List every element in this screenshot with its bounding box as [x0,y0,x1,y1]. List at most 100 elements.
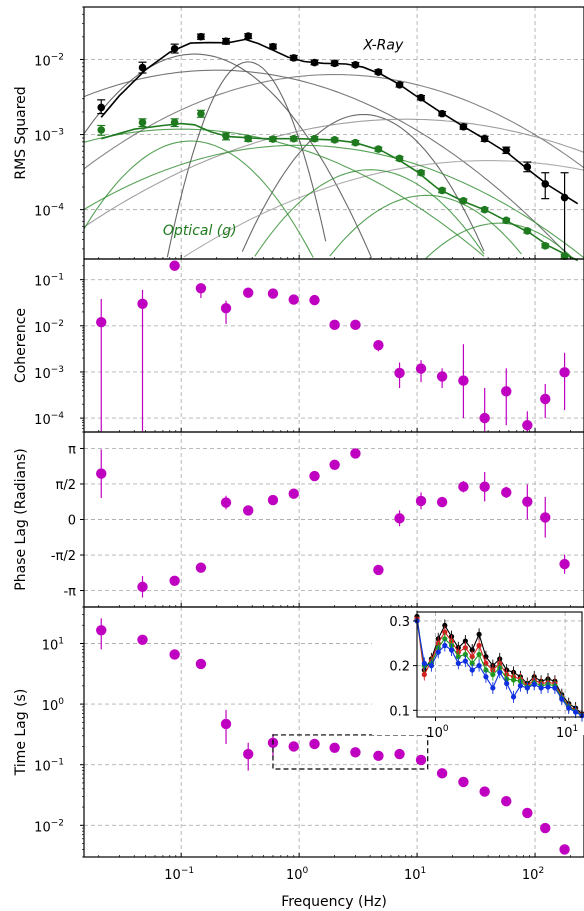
data-point [350,747,361,758]
model-component-curve [83,140,314,258]
data-point [329,319,340,331]
data-point [374,68,383,76]
y-tick-label: 10−1 [34,758,64,775]
frequency-x-ticks: 10−1 100 101 102 [164,866,544,883]
data-point [522,420,533,431]
data-point [97,103,106,112]
data-point [269,135,277,143]
data-point [417,168,425,177]
data-point [566,705,572,711]
y-tick-label: 10−4 [34,203,64,220]
model-component-curve [241,113,485,252]
data-point [462,651,468,658]
data-point [220,303,232,314]
data-point [559,367,570,378]
data-point [455,654,461,660]
data-point [309,470,320,482]
x-tick-label: 102 [522,866,544,883]
data-point [442,642,448,649]
data-point [522,807,533,819]
xray-annotation: X-Ray [362,37,404,53]
data-point [540,393,551,405]
rms-panel: 10−4 10−3 10−2 RMS Squared X-Ray Optical (… [13,6,584,262]
data-point [394,367,405,379]
data-point [197,109,205,118]
y-tick-label: 0.1 [389,704,410,719]
highlight-box [272,734,429,770]
y-tick-label: 101 [42,636,64,653]
data-point [137,634,148,646]
data-point [138,118,147,127]
data-point [560,193,569,202]
data-point [436,371,448,382]
data-point [169,649,180,660]
data-point [538,685,544,691]
data-point [501,386,512,397]
data-point [195,562,207,573]
x-tick-label: 101 [556,724,578,741]
data-point [351,60,360,69]
data-point [469,647,475,653]
data-point [138,63,147,72]
data-point [309,738,320,750]
data-point [448,647,455,653]
data-point [395,154,404,163]
data-point [469,667,475,673]
data-point [373,750,384,762]
data-point [288,741,299,752]
data-point [195,283,207,294]
x-tick-label: 100 [286,866,309,883]
data-point [442,636,448,642]
data-point [438,109,446,118]
data-point [421,660,427,666]
data-point [573,709,579,715]
coherence-y-label: Coherence [13,308,29,383]
data-point [96,316,107,328]
model-component-curve [166,61,327,258]
phase-y-ticks: -π -π/2 0 π/2 π [51,442,571,607]
inset-x-ticks: 100 101 [426,717,578,741]
data-point [288,294,299,305]
y-tick-label: 0.3 [389,615,410,630]
y-tick-label: 10−3 [34,365,64,382]
data-point [479,412,490,424]
coherence-panel: 10−4 10−3 10−2 10−1 Coherence [13,258,584,433]
data-point [436,496,448,508]
y-tick-label: 10−2 [34,319,64,336]
model-component-curve [83,53,373,258]
data-point [483,667,489,673]
data-point [220,718,232,730]
data-point [469,654,475,660]
coherence-frame [83,258,584,433]
x-tick-label: 10−1 [164,866,194,883]
x-tick-label: 100 [426,724,449,741]
x-tick-label: 101 [404,866,426,883]
data-point [531,681,537,687]
inset-panel: 0.1 0.2 0.3 100 101 [372,608,584,741]
data-point [458,375,469,386]
data-point [480,134,489,143]
coherence-marks [96,260,570,432]
data-point [560,252,569,260]
data-point [524,685,530,691]
data-point [373,564,384,576]
data-point [428,663,435,669]
rms-grid [84,7,584,259]
data-point [243,748,254,760]
y-tick-label: π [68,442,76,457]
data-point [269,42,277,51]
data-point [541,241,550,250]
data-point [483,674,489,680]
data-point [330,59,339,68]
data-point [222,132,230,141]
data-point [552,685,558,691]
data-point [540,512,551,523]
data-point [458,481,469,492]
data-point [523,163,532,171]
data-point [96,625,107,636]
y-tick-label: 10−3 [34,128,64,145]
data-point [490,671,496,678]
data-point [523,227,532,235]
data-point [267,494,279,506]
